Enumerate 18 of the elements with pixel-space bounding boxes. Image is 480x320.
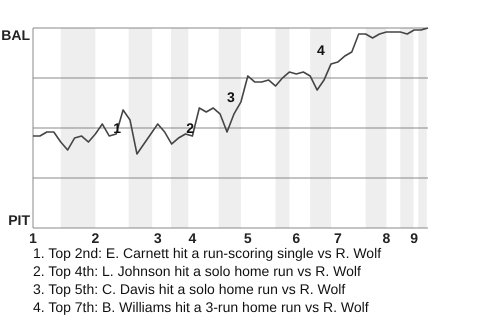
x-tick-label: 8 [382, 230, 391, 246]
text: PIT [8, 212, 30, 228]
annotation: 3 [226, 88, 235, 105]
annotation: 2 [186, 120, 194, 136]
x-tick-label: 3 [154, 230, 162, 246]
x-tick-label: 9 [410, 230, 418, 246]
annotation: 4 [317, 42, 326, 58]
x-tick-label: 5 [244, 230, 252, 246]
text: 1. Top 2nd: E. Carnett hit a run-scoring single vs R. Wolf [33, 245, 382, 261]
text: 4. Top 7th: B. Williams hit a 3-run home run vs R. Wolf [33, 299, 369, 315]
x-tick-label: 6 [292, 230, 300, 246]
x-tick-label: 1 [29, 230, 38, 246]
x-tick-label: 2 [91, 230, 100, 246]
text: BAL [1, 26, 30, 43]
x-tick-label: 7 [334, 230, 342, 246]
text: 2. Top 4th: L. Johnson hit a solo home run vs R. Wolf [33, 263, 361, 279]
text: 3. Top 5th: C. Davis hit a solo home run vs R. Wolf [33, 281, 346, 297]
x-tick-label: 4 [188, 230, 196, 246]
